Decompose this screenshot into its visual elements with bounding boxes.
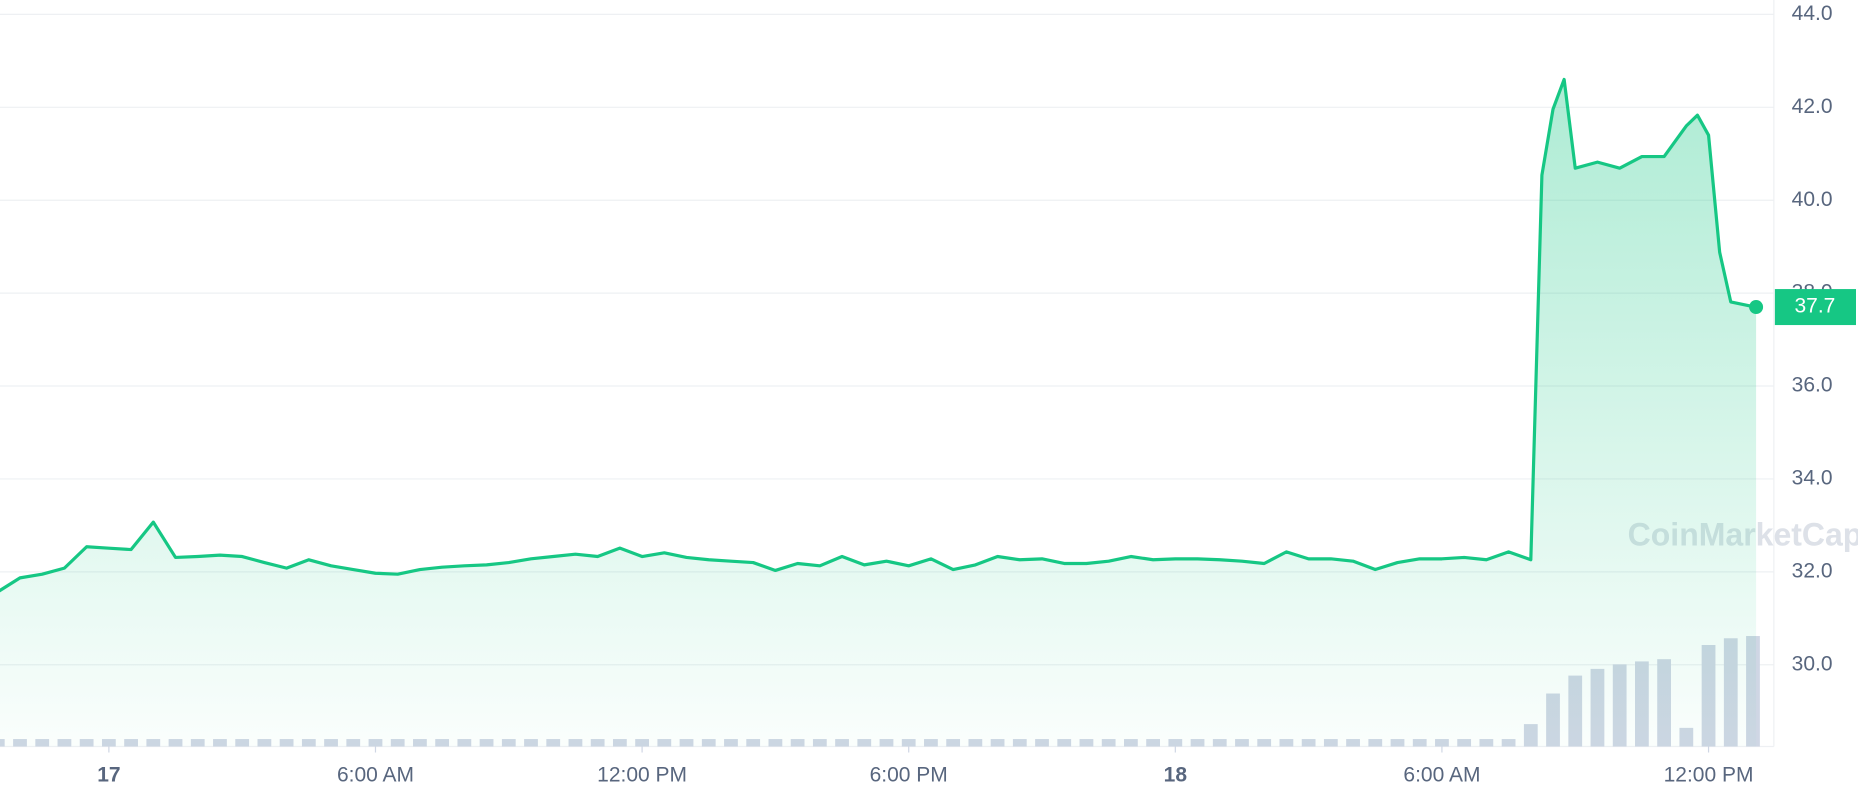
x-tick-label: 12:00 PM xyxy=(1664,764,1754,787)
y-tick-label: 34.0 xyxy=(1792,466,1833,489)
price-badge-label: 37.7 xyxy=(1794,295,1835,318)
y-tick-label: 40.0 xyxy=(1792,188,1833,211)
x-tick-label: 18 xyxy=(1164,764,1188,787)
price-area xyxy=(0,79,1757,747)
x-tick-label: 6:00 AM xyxy=(1403,764,1480,787)
last-point xyxy=(1749,300,1764,315)
price-badge xyxy=(1774,289,1856,326)
x-tick-label: 6:00 PM xyxy=(870,764,948,787)
y-tick-label: 30.0 xyxy=(1792,652,1833,675)
y-tick-label: 32.0 xyxy=(1792,559,1833,582)
x-tick-label: 6:00 AM xyxy=(337,764,414,787)
x-tick-label: 17 xyxy=(97,764,120,787)
price-line xyxy=(0,77,1757,593)
y-tick-label: 42.0 xyxy=(1792,95,1833,118)
y-tick-label: 36.0 xyxy=(1792,374,1833,397)
y-tick-label: 44.0 xyxy=(1792,2,1833,25)
x-tick-label: 12:00 PM xyxy=(597,764,687,787)
plot: 37.7 xyxy=(0,77,1856,747)
